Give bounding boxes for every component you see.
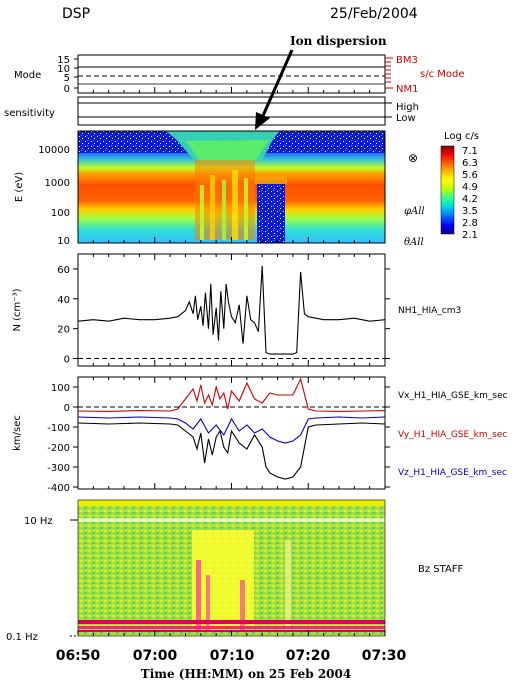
series-line-vx-h1-hia-gse-km-sec [78, 422, 385, 480]
staff-ytick: 0.1 Hz [6, 632, 38, 643]
mode-ylabel: Mode [14, 70, 41, 81]
y-tick-label: -400 [47, 483, 70, 494]
colorbar-tick: 6.3 [462, 158, 478, 169]
spectrogram-ylabel: E (eV) [14, 172, 25, 202]
instrument-label: DSP [62, 6, 90, 22]
velocity-lines [78, 377, 385, 480]
magnetosheath-gap [257, 180, 285, 243]
staff-low-freq-band [78, 620, 385, 624]
mode-tick-nm1: NM1 [396, 84, 418, 95]
spectrogram-ytick: 10000 [38, 145, 70, 156]
spectrogram-ytick: 1000 [45, 178, 70, 189]
time-axis: 06:50 07:00 07:10 07:20 07:30 Time (HH:M… [56, 87, 407, 681]
x-tick-label: 07:10 [210, 648, 255, 664]
spectrogram-right-label: ⊗ [408, 151, 418, 165]
dispersion-core [185, 140, 270, 162]
staff-panel: 10 Hz 0.1 Hz Bz STAFF [6, 499, 464, 643]
mode-tick-bm3: BM3 [396, 55, 418, 66]
colorbar-tick: 4.2 [462, 194, 478, 205]
y-tick-label: 100 [51, 383, 70, 394]
colorbar-tick: 7.1 [462, 146, 478, 157]
colorbar: Log c/s 7.1 6.3 5.6 4.9 4.2 3.5 2.8 2.1 [440, 131, 479, 241]
mode-ytick: 0 [64, 84, 70, 95]
mode-panel: Mode 15 10 5 0 BM3 NM1 s/c Mode [14, 54, 465, 95]
y-tick-label: -200 [47, 443, 70, 454]
mode-ytick: 15 [57, 55, 70, 66]
mode-ytick: 5 [64, 73, 70, 84]
series-line-vz-h1-hia-gse-km-sec [78, 416, 385, 444]
date-label: 25/Feb/2004 [330, 6, 418, 22]
spectrogram-ytick: 10 [57, 236, 70, 247]
y-tick-label: 0 [64, 355, 70, 366]
colorbar-tick: 4.9 [462, 182, 478, 193]
y-tick-label: -100 [47, 423, 70, 434]
vy-series-label: Vy_H1_HIA_GSE_km_sec [398, 430, 507, 440]
series-line-nh1-hia-cm3 [78, 265, 385, 355]
mode-ytick: 10 [57, 64, 70, 75]
spectrogram-right-label: θAll [404, 237, 424, 248]
y-tick-label: 20 [57, 325, 70, 336]
staff-label: Bz STAFF [418, 564, 464, 575]
spectrogram-ytick: 100 [51, 208, 70, 219]
x-tick-label: 07:30 [362, 648, 407, 664]
velocity-yaxis: 100 0 -100 -200 -300 -400 [47, 377, 390, 494]
vx-series-label: Vx_H1_HIA_GSE_km_sec [398, 391, 508, 401]
density-series-label: NH1_HIA_cm3 [398, 306, 461, 316]
y-tick-label: -300 [47, 463, 70, 474]
velocity-ylabel: km/sec [12, 415, 23, 451]
density-panel-frame [77, 253, 386, 367]
series-line-vy-h1-hia-gse-km-sec [78, 377, 385, 412]
colorbar-tick: 2.8 [462, 218, 478, 229]
y-tick-label: 60 [57, 265, 70, 276]
spectrogram-right-label: φAll [404, 206, 425, 217]
x-tick-label: 07:20 [286, 648, 331, 664]
density-ylabel: N (cm⁻³) [12, 288, 23, 331]
x-tick-label: 07:00 [133, 648, 178, 664]
sensitivity-panel-frame [77, 96, 386, 126]
mode-right-label: s/c Mode [420, 69, 465, 80]
velocity-panel: 100 0 -100 -200 -300 -400 km/sec Vx_H1_HIA_GS… [12, 376, 508, 494]
ion-dispersion-annotation: Ion dispersion [290, 34, 387, 48]
colorbar-tick: 2.1 [462, 230, 478, 241]
density-lines [78, 265, 385, 359]
sensitivity-tick-high: High [396, 102, 419, 113]
colorbar-title: Log c/s [444, 131, 479, 142]
colorbar-scale [440, 145, 455, 235]
y-tick-label: 0 [64, 403, 70, 414]
y-tick-label: 40 [57, 295, 70, 306]
density-panel: 60 40 20 0 N (cm⁻³) NH1_HIA_cm3 [12, 253, 461, 367]
colorbar-tick: 5.6 [462, 170, 478, 181]
x-tick-label: 06:50 [56, 648, 101, 664]
density-yaxis: 60 40 20 0 [57, 254, 390, 366]
energy-spectrogram-panel: E (eV) 10000 1000 100 10 ⊗ φAll θAll [14, 130, 425, 248]
colorbar-tick: 3.5 [462, 206, 478, 217]
sensitivity-tick-low: Low [396, 113, 416, 124]
vz-series-label: Vz_H1_HIA_GSE_km_sec [398, 468, 507, 478]
x-axis-title: Time (HH:MM) on 25 Feb 2004 [141, 667, 351, 681]
sensitivity-ylabel: sensitivity [4, 108, 55, 119]
staff-ytick: 10 Hz [24, 516, 53, 527]
sensitivity-panel: sensitivity High Low [4, 96, 419, 126]
